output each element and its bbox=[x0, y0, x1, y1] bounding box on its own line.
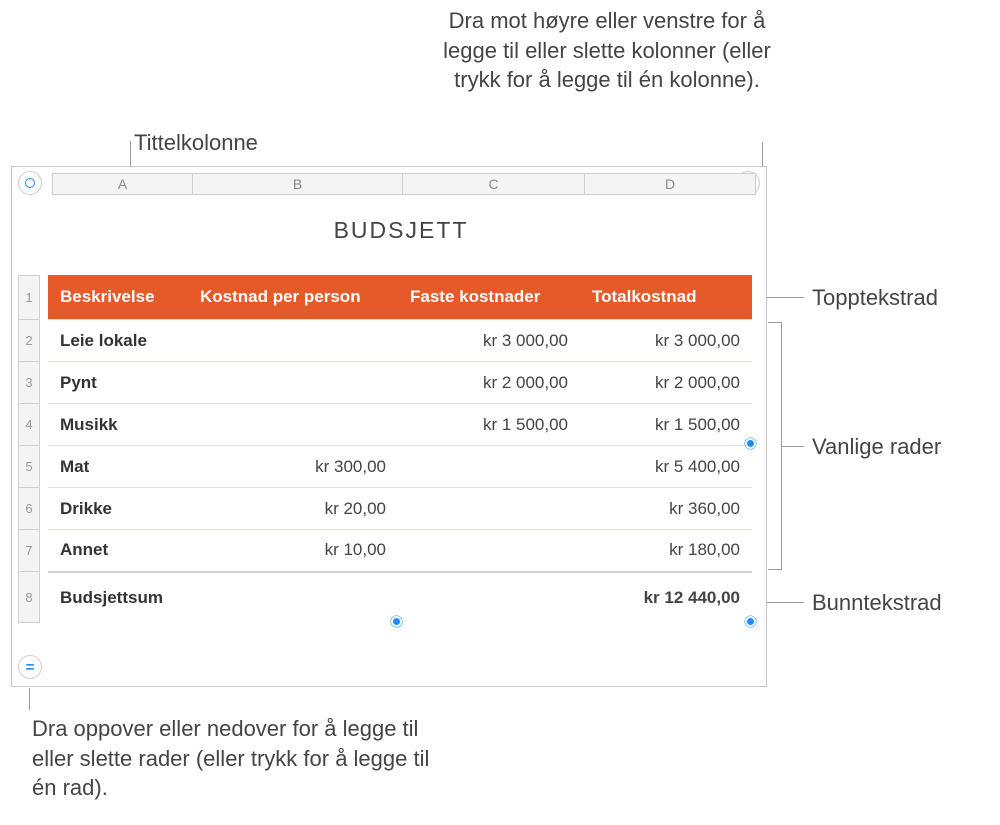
header-cell[interactable]: Kostnad per person bbox=[188, 275, 398, 320]
header-cell[interactable]: Faste kostnader bbox=[398, 275, 580, 320]
callout-header-row: Topptekstrad bbox=[812, 283, 938, 313]
table-corner-handle[interactable] bbox=[18, 171, 42, 195]
callout-title-column: Tittelkolonne bbox=[134, 128, 258, 158]
cell[interactable]: kr 12 440,00 bbox=[580, 572, 752, 624]
callout-line bbox=[762, 142, 763, 169]
cell-desc[interactable]: Leie lokale bbox=[48, 320, 188, 362]
row-number-column: 1 2 3 4 5 6 7 8 bbox=[18, 275, 40, 623]
cell[interactable] bbox=[398, 572, 580, 624]
row-number[interactable]: 8 bbox=[18, 571, 40, 623]
row-number[interactable]: 2 bbox=[18, 319, 40, 361]
table-row[interactable]: Musikk kr 1 500,00 kr 1 500,00 bbox=[48, 404, 752, 446]
cell[interactable] bbox=[188, 404, 398, 446]
row-number[interactable]: 1 bbox=[18, 275, 40, 319]
cell[interactable]: kr 10,00 bbox=[188, 530, 398, 572]
cell-desc[interactable]: Drikke bbox=[48, 488, 188, 530]
cell[interactable]: kr 3 000,00 bbox=[398, 320, 580, 362]
selection-handle-dot[interactable] bbox=[745, 438, 756, 449]
callout-body-rows: Vanlige rader bbox=[812, 432, 941, 462]
table-footer-row[interactable]: Budsjettsum kr 12 440,00 bbox=[48, 572, 752, 624]
row-number[interactable]: 4 bbox=[18, 403, 40, 445]
cell[interactable]: kr 20,00 bbox=[188, 488, 398, 530]
circle-icon bbox=[25, 178, 35, 188]
selection-handle-dot[interactable] bbox=[745, 616, 756, 627]
row-number[interactable]: 5 bbox=[18, 445, 40, 487]
table-header-row[interactable]: Beskrivelse Kostnad per person Faste kos… bbox=[48, 275, 752, 320]
row-number[interactable]: 7 bbox=[18, 529, 40, 571]
callout-line bbox=[29, 688, 30, 710]
table-row[interactable]: Leie lokale kr 3 000,00 kr 3 000,00 bbox=[48, 320, 752, 362]
cell-desc[interactable]: Annet bbox=[48, 530, 188, 572]
cell[interactable]: kr 3 000,00 bbox=[580, 320, 752, 362]
cell-desc[interactable]: Musikk bbox=[48, 404, 188, 446]
cell[interactable] bbox=[398, 488, 580, 530]
cell[interactable] bbox=[398, 446, 580, 488]
cell[interactable]: kr 2 000,00 bbox=[580, 362, 752, 404]
callout-column-handle: Dra mot høyre eller venstre for å legge … bbox=[442, 6, 772, 95]
cell[interactable]: kr 1 500,00 bbox=[398, 404, 580, 446]
row-add-handle[interactable]: = bbox=[18, 655, 42, 679]
bracket-body-rows bbox=[768, 322, 782, 570]
cell[interactable]: kr 360,00 bbox=[580, 488, 752, 530]
header-cell[interactable]: Beskrivelse bbox=[48, 275, 188, 320]
cell-desc[interactable]: Pynt bbox=[48, 362, 188, 404]
callout-footer-row: Bunntekstrad bbox=[812, 588, 942, 618]
cell[interactable] bbox=[398, 530, 580, 572]
row-handle-icon: = bbox=[26, 659, 35, 676]
selection-handle-dot[interactable] bbox=[391, 616, 402, 627]
cell-desc[interactable]: Mat bbox=[48, 446, 188, 488]
cell[interactable]: kr 5 400,00 bbox=[580, 446, 752, 488]
table-row[interactable]: Drikke kr 20,00 kr 360,00 bbox=[48, 488, 752, 530]
column-letter-row: A B C D bbox=[52, 173, 758, 195]
header-cell[interactable]: Totalkostnad bbox=[580, 275, 752, 320]
row-number[interactable]: 3 bbox=[18, 361, 40, 403]
row-number[interactable]: 6 bbox=[18, 487, 40, 529]
cell-desc[interactable]: Budsjettsum bbox=[48, 572, 188, 624]
cell[interactable]: kr 2 000,00 bbox=[398, 362, 580, 404]
spreadsheet-frame: || = A B C D BUDSJETT 1 2 3 4 5 6 7 8 Be… bbox=[11, 166, 767, 687]
cell[interactable]: kr 300,00 bbox=[188, 446, 398, 488]
callout-row-handle: Dra oppover eller nedover for å legge ti… bbox=[32, 714, 452, 803]
column-header[interactable]: B bbox=[192, 173, 402, 195]
cell[interactable] bbox=[188, 362, 398, 404]
table-row[interactable]: Annet kr 10,00 kr 180,00 bbox=[48, 530, 752, 572]
callout-line bbox=[782, 446, 804, 447]
table-title[interactable]: BUDSJETT bbox=[52, 217, 750, 244]
column-header[interactable]: C bbox=[402, 173, 584, 195]
cell[interactable] bbox=[188, 320, 398, 362]
column-header[interactable]: D bbox=[584, 173, 756, 195]
column-header[interactable]: A bbox=[52, 173, 192, 195]
cell[interactable]: kr 1 500,00 bbox=[580, 404, 752, 446]
data-table: Beskrivelse Kostnad per person Faste kos… bbox=[48, 275, 752, 624]
table-row[interactable]: Mat kr 300,00 kr 5 400,00 bbox=[48, 446, 752, 488]
table-row[interactable]: Pynt kr 2 000,00 kr 2 000,00 bbox=[48, 362, 752, 404]
cell[interactable]: kr 180,00 bbox=[580, 530, 752, 572]
cell[interactable] bbox=[188, 572, 398, 624]
